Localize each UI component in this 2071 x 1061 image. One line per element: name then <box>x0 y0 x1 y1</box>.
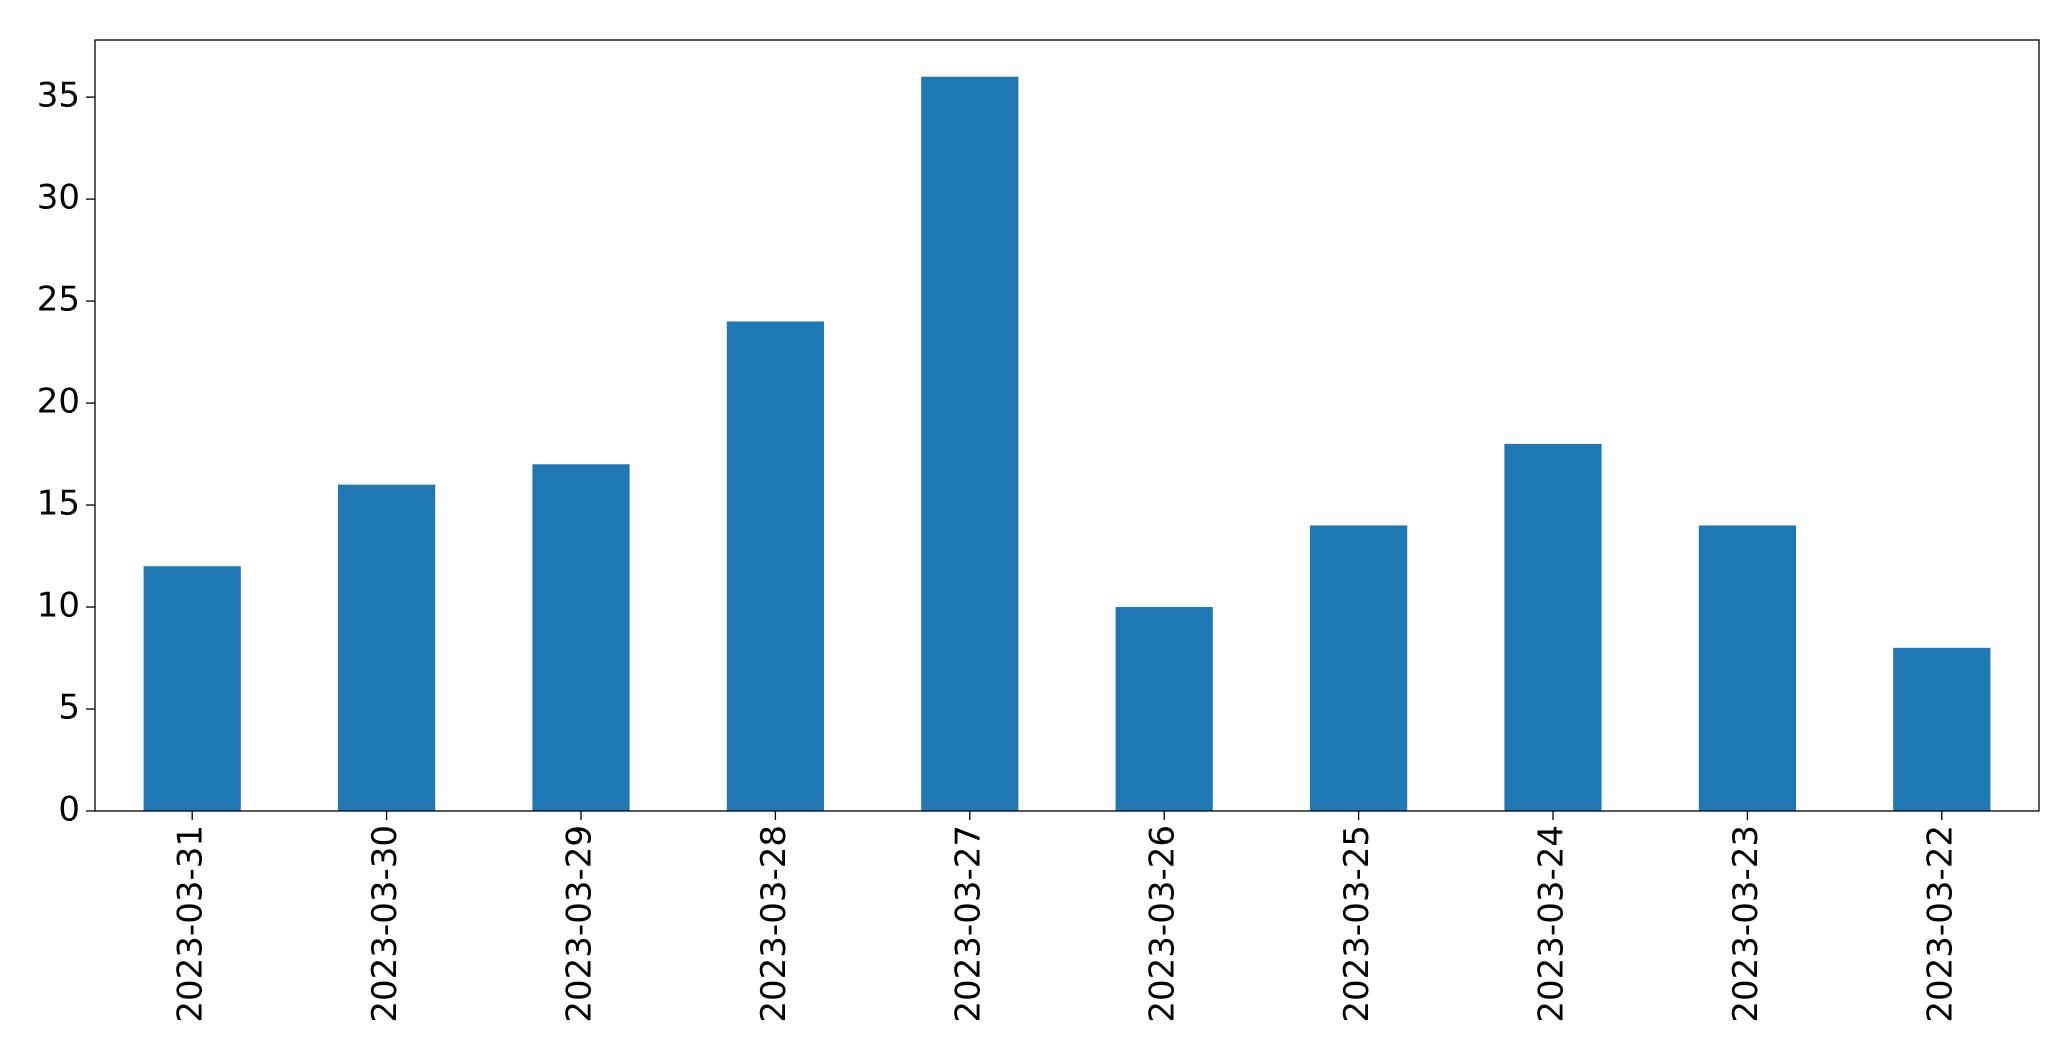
y-tick-label: 20 <box>37 382 80 422</box>
bar <box>1115 607 1213 811</box>
y-tick-label: 5 <box>58 688 80 728</box>
x-tick-label: 2023-03-24 <box>1532 825 1572 1023</box>
x-tick-label: 2023-03-27 <box>948 825 988 1023</box>
bar <box>726 321 824 811</box>
bar <box>1310 525 1408 811</box>
y-tick-label: 35 <box>37 76 80 116</box>
y-tick-label: 0 <box>58 790 80 830</box>
x-tick-label: 2023-03-29 <box>560 825 600 1023</box>
x-tick-label: 2023-03-26 <box>1143 825 1183 1023</box>
bar <box>1698 525 1796 811</box>
y-tick-label: 25 <box>37 280 80 320</box>
x-tick-label: 2023-03-31 <box>171 825 211 1023</box>
x-tick-label: 2023-03-22 <box>1920 825 1960 1023</box>
y-tick-label: 30 <box>37 178 80 218</box>
x-tick-label: 2023-03-30 <box>365 825 405 1023</box>
plot-frame <box>94 39 2040 812</box>
bar <box>338 484 436 811</box>
x-tick-label: 2023-03-28 <box>754 825 794 1023</box>
bar <box>921 76 1019 811</box>
x-tick-label: 2023-03-25 <box>1337 825 1377 1023</box>
bar <box>143 566 241 811</box>
y-tick-label: 15 <box>37 484 80 524</box>
x-tick-label: 2023-03-23 <box>1726 825 1766 1023</box>
bar <box>532 464 630 811</box>
bar <box>1504 443 1602 811</box>
y-tick-label: 10 <box>37 586 80 626</box>
bar <box>1893 647 1991 811</box>
